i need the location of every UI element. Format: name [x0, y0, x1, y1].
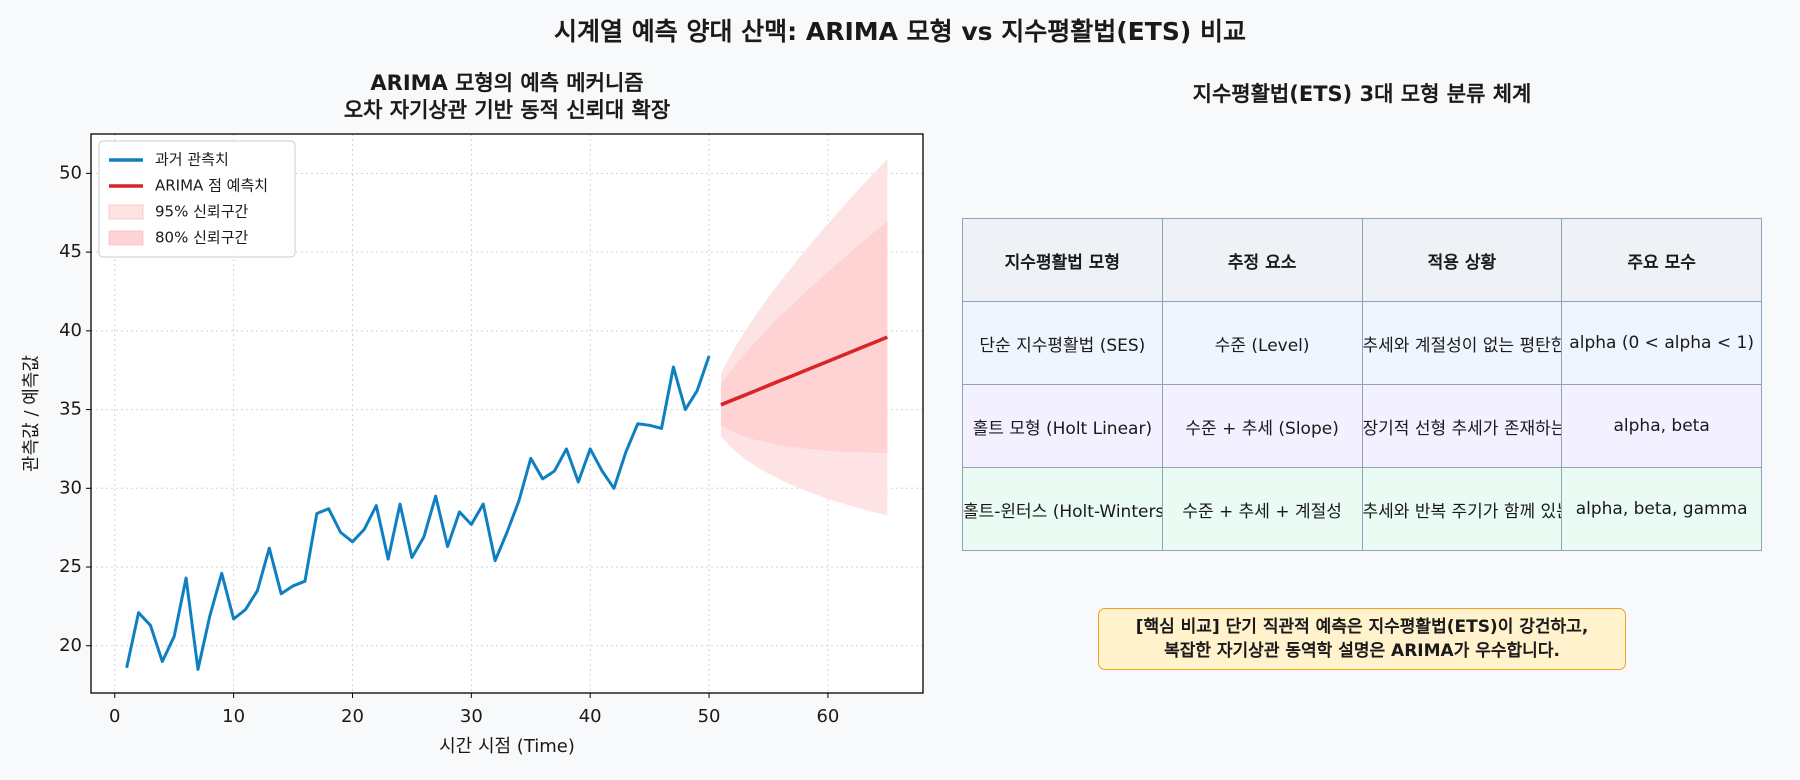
main-title: 시계열 예측 양대 산맥: ARIMA 모형 vs 지수평활법(ETS) 비교 — [554, 17, 1246, 46]
series-line — [720, 335, 889, 407]
table-cell: 수준 (Level) — [1161, 301, 1363, 385]
table-cell: 홀트-윈터스 (Holt-Winters) — [962, 467, 1163, 551]
table-row: 홀트 모형 (Holt Linear) 수준 + 추세 (Slope) 장기적 선형… — [962, 384, 1762, 468]
confidence-band — [720, 221, 888, 454]
series-line — [125, 355, 711, 671]
table-cell: 장기적 선형 추세가 존재하는 데이터 — [1361, 384, 1563, 468]
y-tick-label: 25 — [59, 556, 82, 577]
table-cell: alpha, beta, gamma — [1561, 467, 1762, 551]
table-cell: alpha (0 < alpha < 1) — [1561, 301, 1762, 385]
note-line: 복잡한 자기상관 동역학 설명은 ARIMA가 우수합니다. — [1164, 641, 1560, 661]
legend-box — [98, 140, 296, 258]
y-axis-label: 관측값 / 예측값 — [21, 355, 42, 472]
table-header-cell: 주요 모수 — [1561, 218, 1762, 302]
note-line: [핵심 비교] 단기 직관적 예측은 지수평활법(ETS)이 강건하고, — [1135, 617, 1589, 637]
table-row: 홀트-윈터스 (Holt-Winters) 수준 + 추세 + 계절성 추세와 반복… — [962, 467, 1762, 551]
table-title: 지수평활법(ETS) 3대 모형 분류 체계 — [1192, 82, 1532, 106]
note-box: [핵심 비교] 단기 직관적 예측은 지수평활법(ETS)이 강건하고, 복잡한 … — [1098, 608, 1626, 670]
x-tick-label: 40 — [579, 706, 602, 727]
legend-label: 80% 신뢰구간 — [155, 229, 249, 247]
legend-label: ARIMA 점 예측치 — [155, 177, 268, 195]
chart-title: ARIMA 모형의 예측 메커니즘 — [370, 71, 643, 95]
table-header-row: 지수평활법 모형 추정 요소 적용 상황 주요 모수 — [962, 218, 1762, 302]
table-cell: 추세와 계절성이 없는 평탄한 데이터 — [1361, 301, 1563, 385]
x-tick-label: 10 — [222, 706, 245, 727]
y-tick-label: 50 — [59, 162, 82, 183]
chart-title: 오차 자기상관 기반 동적 신뢰대 확장 — [344, 98, 670, 122]
legend-label: 과거 관측치 — [155, 151, 229, 169]
table-cell: 수준 + 추세 + 계절성 — [1161, 467, 1363, 551]
table-cell: 홀트 모형 (Holt Linear) — [962, 384, 1163, 468]
x-tick-label: 60 — [816, 706, 839, 727]
table-row: 단순 지수평활법 (SES) 수준 (Level) 추세와 계절성이 없는 평탄한 … — [962, 301, 1762, 385]
x-tick-label: 30 — [460, 706, 483, 727]
legend-label: 95% 신뢰구간 — [155, 203, 249, 221]
table-header-cell: 적용 상황 — [1361, 218, 1563, 302]
x-axis-label: 시간 시점 (Time) — [439, 736, 575, 757]
legend-swatch — [108, 230, 144, 246]
x-tick-label: 20 — [341, 706, 364, 727]
table-cell: 추세와 반복 주기가 함께 있는 데이터 — [1361, 467, 1563, 551]
table-header-cell: 지수평활법 모형 — [962, 218, 1163, 302]
x-tick-label: 0 — [109, 706, 120, 727]
table-header-cell: 추정 요소 — [1161, 218, 1363, 302]
table-cell: 수준 + 추세 (Slope) — [1161, 384, 1363, 468]
y-tick-label: 20 — [59, 635, 82, 656]
table-cell: 단순 지수평활법 (SES) — [962, 301, 1163, 385]
plot-frame — [90, 133, 924, 694]
x-tick-label: 50 — [698, 706, 721, 727]
y-tick-label: 40 — [59, 320, 82, 341]
y-tick-label: 35 — [59, 399, 82, 420]
y-tick-label: 30 — [59, 477, 82, 498]
table-cell: alpha, beta — [1561, 384, 1762, 468]
legend-swatch — [108, 204, 144, 220]
ets-table: 지수평활법 모형 추정 요소 적용 상황 주요 모수 단순 지수평활법 (SES) 수준… — [962, 218, 1762, 551]
y-tick-label: 45 — [59, 241, 82, 262]
